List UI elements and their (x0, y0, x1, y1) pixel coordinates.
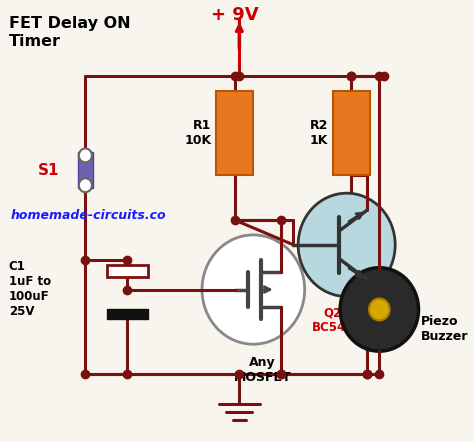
Circle shape (369, 298, 390, 320)
Circle shape (79, 149, 92, 162)
Text: Piezo
Buzzer: Piezo Buzzer (421, 315, 469, 343)
Text: R2
1K: R2 1K (310, 119, 328, 147)
Text: C1
1uF to
100uF
25V: C1 1uF to 100uF 25V (9, 260, 51, 318)
Text: homemade-circuits.co: homemade-circuits.co (11, 209, 166, 221)
Circle shape (202, 235, 305, 344)
Text: S1: S1 (38, 163, 59, 178)
Bar (78, 152, 93, 188)
Bar (216, 91, 253, 175)
Text: FET Delay ON
Timer: FET Delay ON Timer (9, 16, 130, 49)
Text: Any
MOSFET: Any MOSFET (234, 356, 292, 384)
Circle shape (79, 178, 92, 192)
Text: + 9V: + 9V (211, 6, 259, 24)
Bar (333, 91, 370, 175)
Circle shape (298, 193, 395, 297)
Circle shape (340, 268, 419, 351)
Text: Q2
BC547: Q2 BC547 (311, 306, 354, 335)
Bar (107, 309, 148, 320)
Text: R1
10K: R1 10K (184, 119, 211, 147)
Bar (107, 265, 148, 277)
